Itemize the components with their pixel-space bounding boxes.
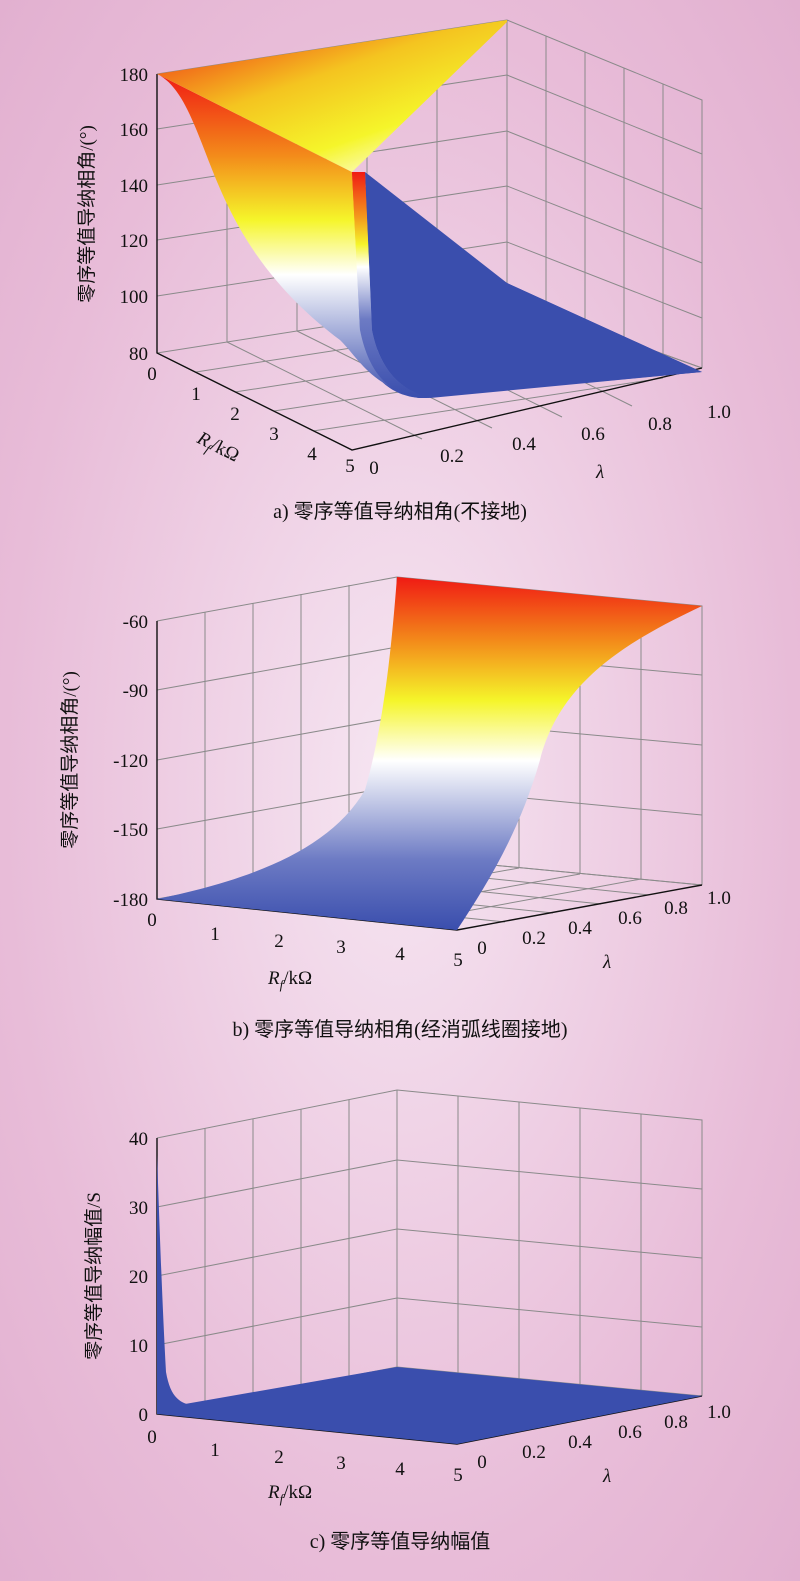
panel-a-ylabel: λ: [595, 462, 604, 483]
panel-b-z-tick-0: -60: [123, 612, 148, 633]
panel-a-x-tick-3: 3: [269, 424, 279, 445]
panel-b-z-tick-3: -150: [113, 820, 148, 841]
panel-b-y-tick-0: 0: [477, 938, 487, 959]
panel-c-y-tick-1: 0.2: [522, 1442, 546, 1463]
panel-a-x-tick-2: 2: [230, 404, 240, 425]
panel-b-y-tick-4: 0.8: [664, 898, 688, 919]
panel-b-y-tick-1: 0.2: [522, 928, 546, 949]
panel-b-xlabel-sub: f: [280, 977, 286, 992]
panel-c-z-tick-3: 30: [129, 1198, 148, 1219]
panel-b-z-tick-1: -90: [123, 681, 148, 702]
panel-c-z-tick-4: 40: [129, 1129, 148, 1150]
panel-a-z-tick-0: 80: [129, 344, 148, 365]
panel-c-y-tick-3: 0.6: [618, 1422, 642, 1443]
panel-c-x-tick-2: 2: [274, 1447, 284, 1468]
panel-a-z-tick-3: 140: [120, 176, 149, 197]
panel-a-surface-top: [157, 20, 507, 172]
panel-c-surface-floor: [157, 1367, 702, 1444]
panel-a-y-tick-0: 0: [369, 458, 379, 479]
panel-c-xlabel-unit: /kΩ: [283, 1482, 312, 1503]
panel-c-x-tick-0: 0: [147, 1427, 157, 1448]
panel-b-zlabel: 零序等值导纳相角/(°): [59, 671, 81, 849]
panel-b-xlabel: Rf/kΩ: [267, 968, 312, 992]
panel-c-xlabel-main: R: [267, 1482, 280, 1503]
panel-c-z-tick-2: 20: [129, 1267, 148, 1288]
panel-c-x-tick-1: 1: [210, 1440, 220, 1461]
panel-c-xlabel: Rf/kΩ: [267, 1482, 312, 1506]
panel-c-z-tick-0: 0: [139, 1405, 149, 1426]
panel-c-x-tick-3: 3: [336, 1453, 346, 1474]
panel-b-y-tick-5: 1.0: [707, 888, 731, 909]
svg-text:Rf/kΩ: Rf/kΩ: [267, 968, 312, 992]
panel-a-surface-face: [352, 172, 430, 398]
panel-b-x-tick-1: 1: [210, 924, 220, 945]
panel-c-y-tick-2: 0.4: [568, 1432, 592, 1453]
panel-b-x-tick-3: 3: [336, 937, 346, 958]
panel-b-xlabel-main: R: [267, 968, 280, 989]
panel-b-x-tick-4: 4: [395, 944, 405, 965]
panel-c-zlabel: 零序等值导纳幅值/S: [83, 1192, 105, 1360]
panel-b-y-tick-3: 0.6: [618, 908, 642, 929]
panel-a-z-tick-2: 120: [120, 231, 149, 252]
panel-a-zlabel: 零序等值导纳相角/(°): [76, 125, 98, 303]
panel-c-ylabel: λ: [602, 1466, 611, 1487]
panel-b-surface-sheet: [157, 577, 702, 930]
panel-b-ylabel: λ: [602, 952, 611, 973]
panel-a-xlabel: Rf/kΩ: [191, 427, 243, 469]
panel-a-z-tick-4: 160: [120, 120, 149, 141]
panel-c-x-tick-4: 4: [395, 1459, 405, 1480]
panel-a-z-tick-5: 180: [120, 65, 149, 86]
panel-a-axes: [156, 74, 703, 451]
panel-a-surface-curve: [157, 74, 420, 398]
panel-b-x-tick-5: 5: [453, 950, 463, 971]
panel-a-surface-plateau: [365, 172, 702, 398]
panel-a-xlabel-unit: /kΩ: [207, 435, 242, 467]
panel-c-z-tick-1: 10: [129, 1336, 148, 1357]
panel-a-x-tick-0: 0: [147, 364, 157, 385]
panel-c-y-tick-0: 0: [477, 1452, 487, 1473]
panel-c-x-tick-5: 5: [453, 1465, 463, 1486]
panel-c-surface-spike: [157, 1155, 190, 1414]
panel-b-z-tick-2: -120: [113, 751, 148, 772]
panel-a-y-tick-1: 0.2: [440, 446, 464, 467]
panel-a-y-tick-5: 1.0: [707, 402, 731, 423]
panel-a-z-tick-1: 100: [120, 287, 149, 308]
panel-c-y-tick-5: 1.0: [707, 1402, 731, 1423]
panel-b-xlabel-unit: /kΩ: [283, 968, 312, 989]
svg-text:Rf/kΩ: Rf/kΩ: [267, 1482, 312, 1506]
panel-b-caption: b) 零序等值导纳相角(经消弧线圈接地): [233, 1018, 568, 1041]
panel-a-y-tick-3: 0.6: [581, 424, 605, 445]
panel-a-y-tick-2: 0.4: [512, 434, 536, 455]
panel-c-xlabel-sub: f: [280, 1491, 286, 1506]
panel-c-y-tick-4: 0.8: [664, 1412, 688, 1433]
panel-a-caption: a) 零序等值导纳相角(不接地): [273, 500, 527, 523]
panel-b-y-tick-2: 0.4: [568, 918, 592, 939]
panel-a-x-tick-4: 4: [307, 444, 317, 465]
panel-b-x-tick-0: 0: [147, 910, 157, 931]
panel-b-x-tick-2: 2: [274, 931, 284, 952]
panel-a-y-tick-4: 0.8: [648, 414, 672, 435]
panel-a-x-tick-5: 5: [345, 456, 355, 477]
panel-a-x-tick-1: 1: [191, 384, 201, 405]
panel-b-z-tick-4: -180: [113, 890, 148, 911]
panel-c-caption: c) 零序等值导纳幅值: [310, 1530, 491, 1553]
svg-text:Rf/kΩ: Rf/kΩ: [191, 427, 242, 469]
